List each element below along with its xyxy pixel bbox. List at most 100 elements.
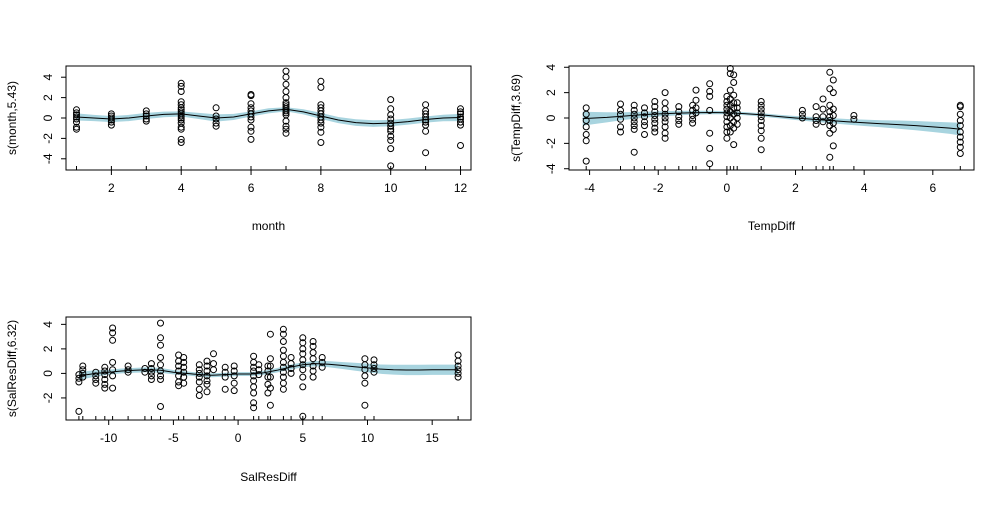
- data-point: [617, 100, 624, 108]
- data-point: [651, 98, 659, 105]
- data-point: [101, 367, 109, 375]
- data-point: [109, 336, 117, 344]
- data-point: [157, 319, 164, 327]
- y-tick-label: 0: [544, 114, 558, 121]
- data-point: [829, 112, 837, 119]
- data-point: [826, 113, 834, 121]
- data-point: [387, 111, 395, 119]
- data-point: [812, 103, 820, 111]
- data-point: [73, 106, 80, 114]
- data-point: [195, 392, 203, 399]
- data-point: [387, 96, 395, 104]
- smooth-fit-line: [78, 363, 459, 377]
- data-point: [387, 136, 395, 144]
- residual-points: [75, 319, 462, 420]
- data-point: [210, 360, 217, 368]
- data-point: [180, 379, 188, 387]
- data-point: [282, 122, 290, 130]
- data-point: [630, 106, 638, 114]
- x-axis: 2 4 6 8 10 12: [108, 170, 468, 195]
- data-point: [101, 363, 109, 371]
- data-point: [829, 89, 837, 97]
- data-point: [706, 80, 714, 88]
- data-point: [730, 99, 738, 107]
- data-point: [651, 103, 659, 111]
- data-point: [726, 70, 734, 78]
- x-tick-label: -5: [168, 431, 179, 445]
- data-point: [255, 371, 263, 379]
- data-point: [279, 358, 287, 366]
- data-point: [157, 334, 164, 342]
- x-tick-label: 8: [318, 181, 325, 195]
- data-point: [299, 334, 307, 342]
- data-point: [723, 123, 731, 131]
- data-point: [157, 354, 164, 361]
- data-point: [641, 104, 648, 112]
- data-point: [370, 361, 378, 369]
- data-point: [109, 372, 117, 380]
- data-point: [829, 125, 837, 133]
- data-point: [177, 125, 185, 133]
- data-point: [247, 116, 255, 124]
- data-point: [230, 379, 238, 387]
- y-tick-label: -2: [41, 392, 55, 403]
- x-axis-title: TempDiff: [748, 219, 796, 233]
- data-point: [757, 101, 765, 109]
- data-point: [651, 112, 659, 119]
- data-point: [142, 110, 150, 118]
- data-point: [361, 372, 369, 380]
- data-point: [706, 160, 714, 168]
- data-point: [109, 324, 117, 332]
- data-point: [79, 373, 87, 381]
- y-axis: -4 -2 0 2 4: [41, 74, 66, 164]
- data-point: [826, 153, 834, 161]
- data-point: [730, 124, 738, 132]
- data-point: [361, 379, 369, 387]
- x-tick-label: 5: [299, 431, 306, 445]
- data-point: [641, 131, 648, 138]
- data-point: [287, 365, 295, 372]
- data-point: [282, 80, 290, 88]
- data-point: [107, 121, 115, 129]
- data-point: [175, 357, 183, 365]
- data-point: [317, 128, 325, 136]
- data-point: [733, 120, 741, 128]
- data-point: [279, 363, 287, 371]
- data-point: [706, 144, 714, 152]
- data-point: [180, 363, 188, 371]
- data-point: [706, 129, 714, 137]
- x-tick-label: 10: [384, 181, 398, 195]
- data-point: [279, 385, 287, 393]
- data-point: [250, 383, 258, 391]
- y-tick-label: -2: [41, 133, 55, 144]
- data-point: [282, 129, 290, 137]
- data-point: [147, 368, 155, 376]
- data-point: [279, 352, 287, 360]
- data-point: [282, 109, 290, 117]
- data-point: [109, 329, 117, 337]
- data-point: [212, 119, 220, 127]
- data-point: [203, 380, 211, 388]
- data-point: [956, 133, 964, 141]
- data-point: [819, 95, 827, 103]
- data-point: [107, 116, 115, 124]
- data-point: [454, 362, 462, 370]
- data-point: [299, 345, 307, 353]
- smooth-fit-line: [76, 108, 461, 125]
- data-point: [92, 379, 100, 387]
- data-point: [287, 354, 295, 361]
- data-point: [956, 138, 964, 146]
- data-point: [230, 387, 238, 395]
- x-axis-title: SalResDiff: [240, 470, 297, 484]
- data-point: [733, 99, 741, 107]
- data-point: [247, 135, 255, 143]
- data-point: [826, 85, 834, 93]
- data-point: [264, 373, 272, 381]
- data-point: [757, 109, 765, 117]
- data-point: [73, 118, 80, 126]
- data-point: [195, 366, 203, 374]
- data-point: [203, 362, 211, 370]
- data-point: [255, 361, 263, 369]
- data-point: [92, 368, 100, 376]
